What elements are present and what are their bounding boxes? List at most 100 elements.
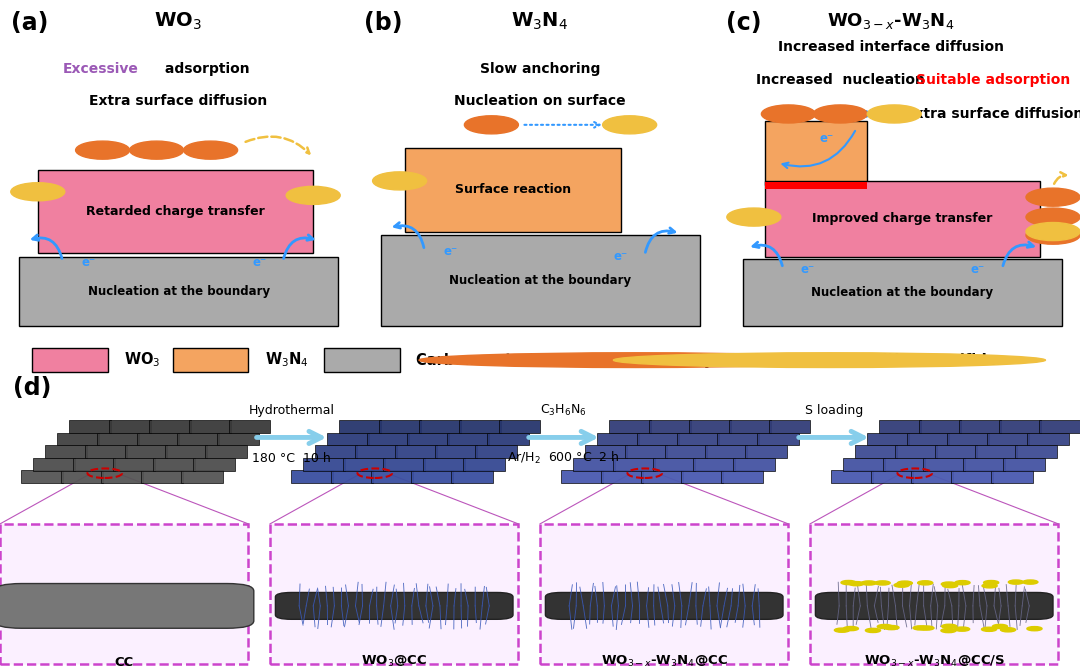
FancyBboxPatch shape [950, 470, 993, 483]
FancyBboxPatch shape [540, 524, 788, 664]
FancyBboxPatch shape [959, 420, 1000, 433]
FancyBboxPatch shape [379, 420, 420, 433]
FancyBboxPatch shape [765, 181, 1040, 257]
FancyBboxPatch shape [60, 470, 103, 483]
Text: WO$_{3-x}$-W$_3$N$_4$@CC: WO$_{3-x}$-W$_3$N$_4$@CC [600, 653, 728, 669]
FancyBboxPatch shape [991, 470, 1032, 483]
Text: Lithium sulfides: Lithium sulfides [873, 352, 1005, 368]
Circle shape [943, 584, 958, 588]
Circle shape [1026, 208, 1080, 226]
FancyBboxPatch shape [653, 458, 694, 470]
FancyBboxPatch shape [407, 433, 448, 446]
FancyBboxPatch shape [815, 592, 1053, 619]
Circle shape [865, 628, 880, 632]
FancyBboxPatch shape [217, 433, 258, 446]
FancyBboxPatch shape [919, 420, 960, 433]
FancyBboxPatch shape [613, 458, 654, 470]
FancyBboxPatch shape [410, 470, 453, 483]
Circle shape [1026, 188, 1080, 206]
FancyBboxPatch shape [597, 433, 638, 446]
FancyBboxPatch shape [330, 470, 373, 483]
Text: (a): (a) [11, 11, 49, 35]
FancyBboxPatch shape [743, 259, 1062, 326]
Text: Surface reaction: Surface reaction [455, 184, 571, 196]
Text: Nucleation at the boundary: Nucleation at the boundary [449, 274, 632, 287]
Text: e⁻: e⁻ [820, 133, 834, 145]
FancyBboxPatch shape [832, 470, 873, 483]
Text: adsorption: adsorption [160, 62, 249, 76]
Text: Increased  nucleation: Increased nucleation [756, 72, 924, 86]
Circle shape [1023, 580, 1038, 584]
Text: CC: CC [114, 655, 134, 669]
Text: Increased interface diffusion: Increased interface diffusion [778, 40, 1004, 54]
Text: Excessive: Excessive [63, 62, 138, 76]
FancyBboxPatch shape [57, 433, 98, 446]
Text: Nucleation at the boundary: Nucleation at the boundary [811, 285, 994, 299]
FancyBboxPatch shape [193, 458, 234, 470]
FancyBboxPatch shape [665, 446, 706, 458]
Circle shape [867, 105, 921, 123]
FancyBboxPatch shape [487, 433, 528, 446]
Text: Retarded charge transfer: Retarded charge transfer [86, 205, 265, 218]
Circle shape [1026, 222, 1080, 241]
FancyBboxPatch shape [355, 446, 396, 458]
FancyBboxPatch shape [149, 420, 190, 433]
Circle shape [130, 141, 184, 159]
FancyBboxPatch shape [1039, 420, 1080, 433]
FancyBboxPatch shape [423, 458, 464, 470]
FancyBboxPatch shape [229, 420, 270, 433]
Text: 180 °C  10 h: 180 °C 10 h [253, 452, 330, 465]
Text: Hydrothermal: Hydrothermal [248, 404, 335, 417]
Circle shape [1009, 580, 1024, 584]
FancyBboxPatch shape [339, 420, 380, 433]
FancyBboxPatch shape [907, 433, 948, 446]
FancyBboxPatch shape [609, 420, 650, 433]
Circle shape [1027, 626, 1042, 630]
FancyBboxPatch shape [717, 433, 758, 446]
FancyBboxPatch shape [879, 420, 920, 433]
FancyBboxPatch shape [343, 458, 384, 470]
Circle shape [942, 624, 957, 628]
Text: e⁻: e⁻ [970, 263, 985, 276]
FancyBboxPatch shape [291, 470, 333, 483]
Text: e⁻: e⁻ [252, 256, 267, 269]
FancyBboxPatch shape [545, 592, 783, 619]
Circle shape [11, 183, 65, 201]
FancyBboxPatch shape [637, 433, 678, 446]
FancyBboxPatch shape [883, 458, 924, 470]
Circle shape [918, 581, 933, 585]
FancyBboxPatch shape [745, 446, 786, 458]
Circle shape [982, 584, 997, 588]
Circle shape [373, 172, 427, 190]
FancyBboxPatch shape [999, 420, 1040, 433]
Text: e⁻: e⁻ [613, 250, 629, 263]
Text: S loading: S loading [805, 404, 863, 417]
Text: WO$_3$@CC: WO$_3$@CC [361, 653, 428, 669]
Circle shape [941, 628, 956, 632]
Text: Nucleation on surface: Nucleation on surface [455, 94, 625, 109]
Circle shape [875, 581, 890, 585]
FancyBboxPatch shape [585, 446, 626, 458]
Text: WO$_{3-x}$-W$_3$N$_4$@CC/S: WO$_{3-x}$-W$_3$N$_4$@CC/S [864, 653, 1004, 669]
FancyBboxPatch shape [562, 470, 603, 483]
FancyBboxPatch shape [721, 470, 762, 483]
FancyBboxPatch shape [693, 458, 734, 470]
FancyBboxPatch shape [315, 446, 356, 458]
FancyBboxPatch shape [395, 446, 436, 458]
Text: (c): (c) [726, 11, 761, 35]
FancyBboxPatch shape [757, 433, 798, 446]
FancyBboxPatch shape [600, 470, 643, 483]
FancyBboxPatch shape [923, 458, 964, 470]
Circle shape [984, 580, 999, 585]
FancyBboxPatch shape [459, 420, 500, 433]
FancyBboxPatch shape [372, 470, 413, 483]
FancyBboxPatch shape [137, 433, 178, 446]
FancyBboxPatch shape [963, 458, 1004, 470]
FancyBboxPatch shape [689, 420, 730, 433]
Circle shape [761, 105, 815, 123]
Circle shape [993, 624, 1008, 628]
FancyBboxPatch shape [153, 458, 194, 470]
Circle shape [955, 581, 970, 585]
FancyBboxPatch shape [573, 458, 615, 470]
FancyBboxPatch shape [1027, 433, 1068, 446]
